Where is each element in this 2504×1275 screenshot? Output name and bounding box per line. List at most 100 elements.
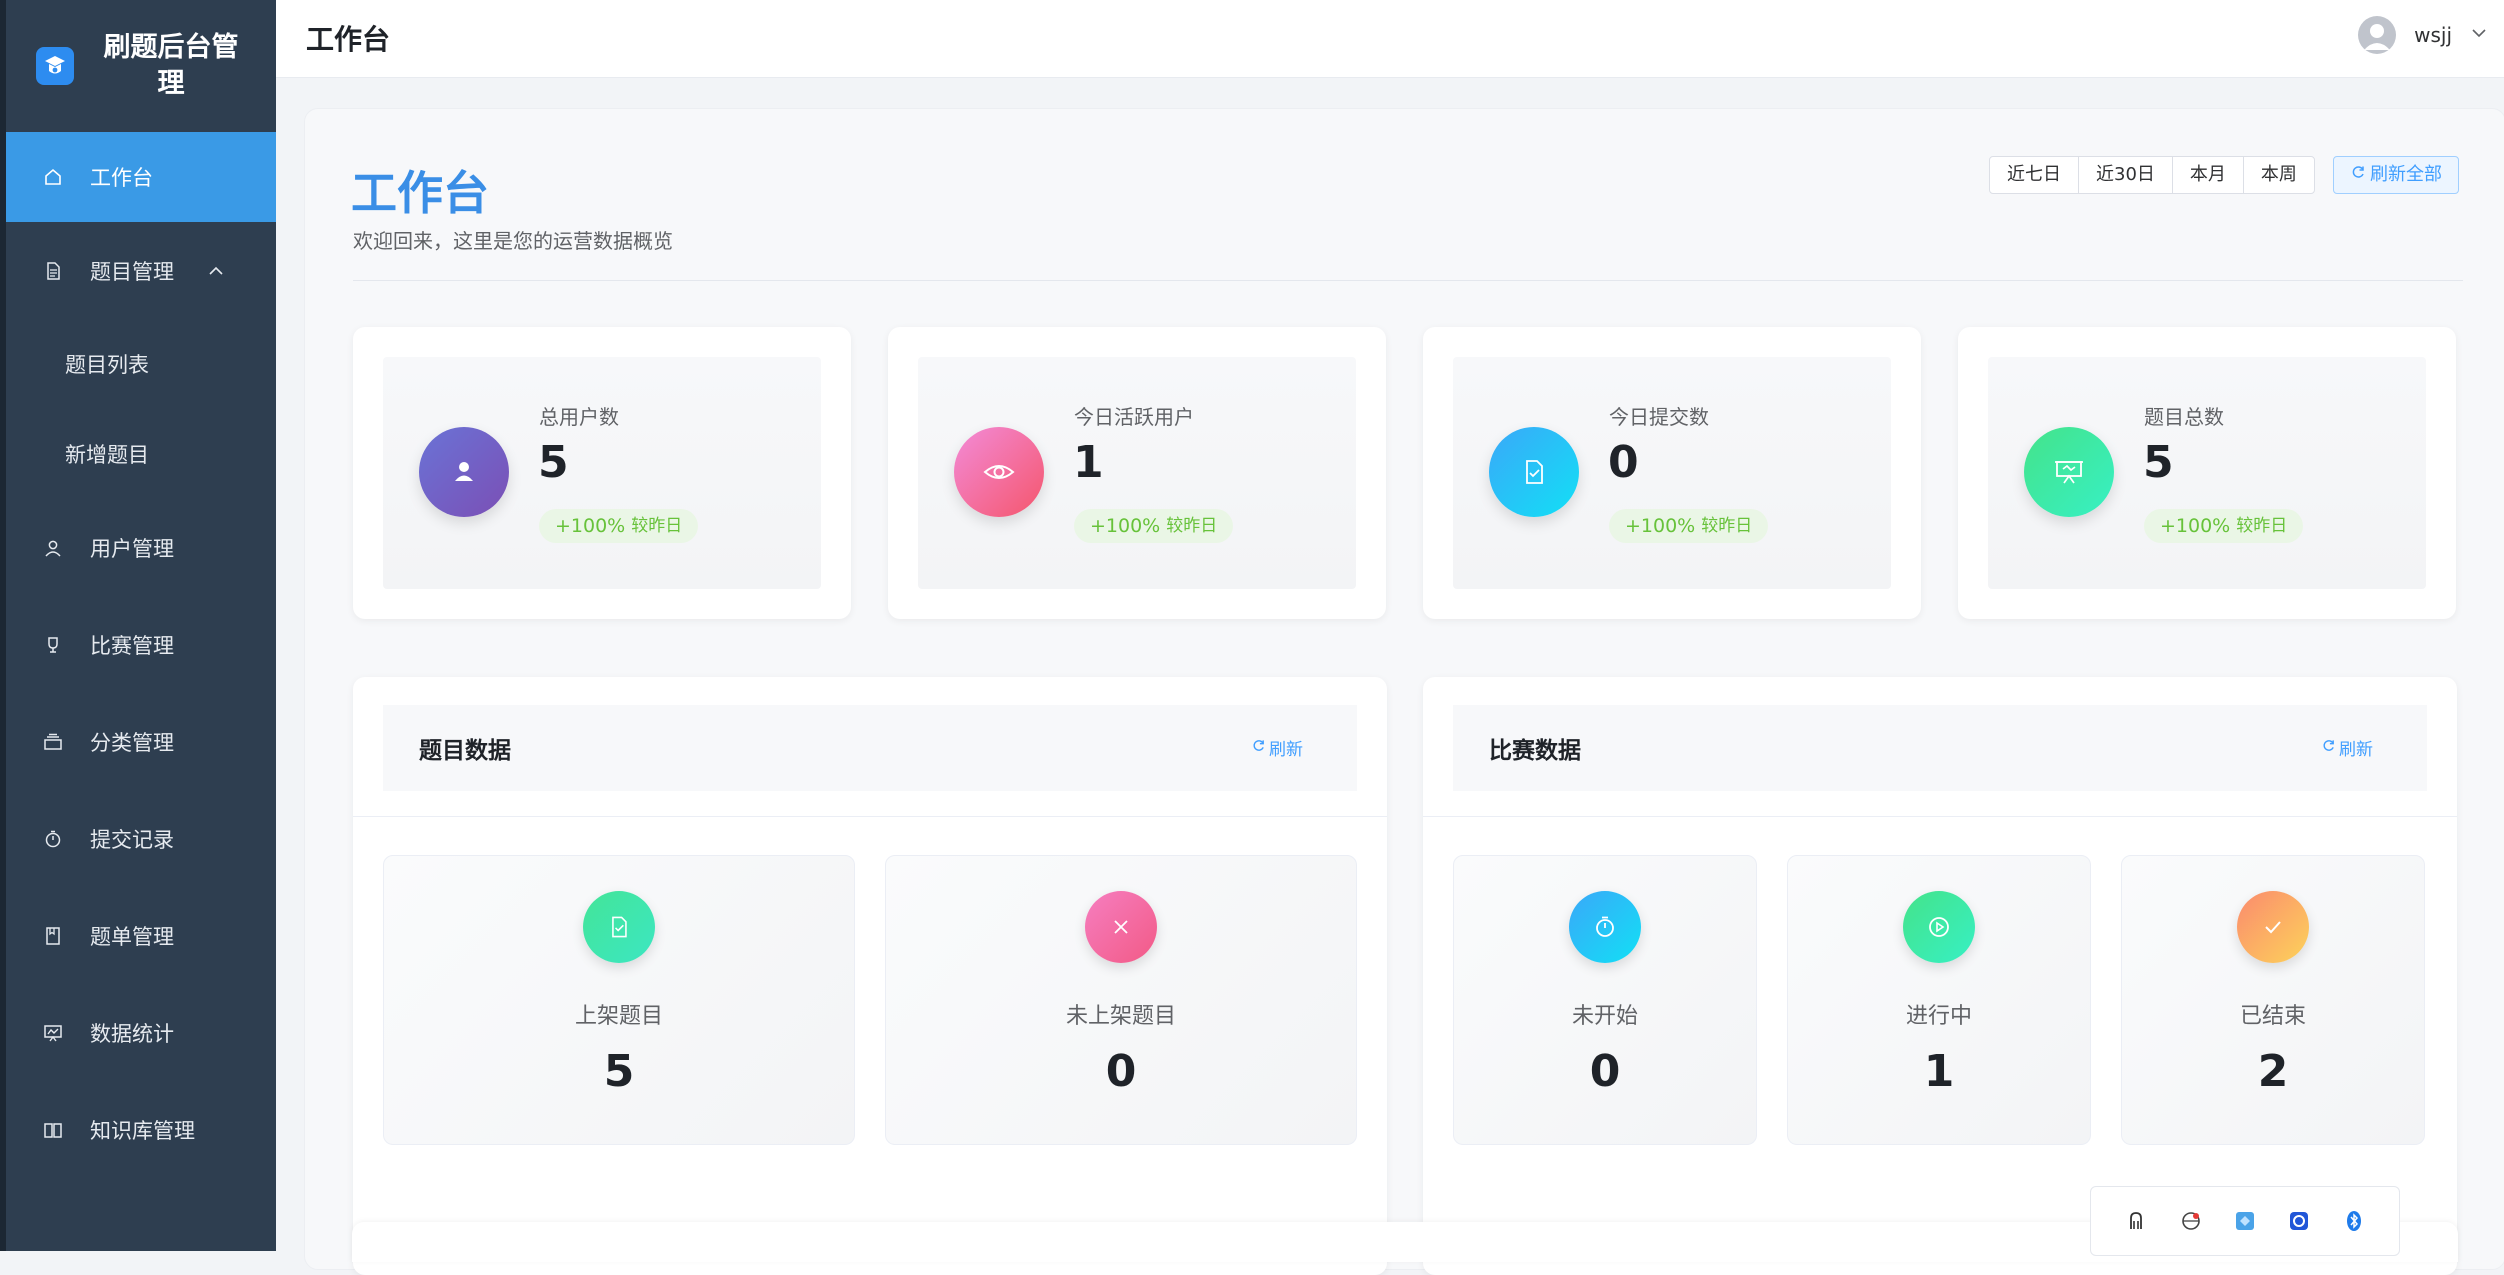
username[interactable]: wsjj — [2414, 23, 2452, 47]
stat-trend-badge: +100% 较昨日 — [2144, 509, 2304, 543]
stat-card-active-users: 今日活跃用户 1 +100% 较昨日 — [888, 327, 1386, 619]
presentation-chart-icon — [42, 1022, 64, 1044]
sidebar-item-category-management[interactable]: 分类管理 — [6, 693, 276, 790]
main-panel: 工作台 欢迎回来，这里是您的运营数据概览 近七日 近30日 本月 本周 刷新全部… — [304, 108, 2504, 1275]
panel-title: 题目数据 — [419, 738, 511, 764]
sidebar: 刷题后台管理 工作台 题目管理 题目列表 新增题目 — [0, 0, 276, 1251]
presentation-icon — [2024, 427, 2114, 517]
sidebar-item-contest-management[interactable]: 比赛管理 — [6, 596, 276, 693]
panel-divider — [353, 816, 1387, 817]
sidebar-item-user-management[interactable]: 用户管理 — [6, 499, 276, 596]
date-range-selector: 近七日 近30日 本月 本周 — [1989, 156, 2315, 194]
refresh-label: 刷新 — [2339, 740, 2373, 760]
refresh-icon — [1251, 738, 1266, 758]
header-divider — [353, 280, 2463, 281]
stat-trend-badge: +100% 较昨日 — [539, 509, 699, 543]
sidebar-subitem-question-list[interactable]: 题目列表 — [6, 319, 276, 409]
tile-value: 0 — [1589, 1046, 1621, 1097]
stat-trend-value: +100% — [1090, 515, 1161, 537]
contest-refresh-button[interactable]: 刷新 — [2321, 735, 2373, 760]
sidebar-item-label: 比赛管理 — [90, 633, 174, 658]
panel-title: 比赛数据 — [1489, 738, 1581, 764]
network-icon[interactable] — [2178, 1208, 2204, 1234]
document-icon — [42, 260, 64, 282]
sidebar-item-workbench[interactable]: 工作台 — [6, 132, 276, 222]
sidebar-item-label: 提交记录 — [90, 827, 174, 852]
security-icon[interactable] — [2286, 1208, 2312, 1234]
sidebar-item-label: 题单管理 — [90, 924, 174, 949]
chevron-down-icon[interactable] — [2470, 24, 2488, 46]
sidebar-item-label: 数据统计 — [90, 1021, 174, 1046]
stat-value: 1 — [1073, 437, 1104, 488]
tile-value: 5 — [603, 1046, 635, 1097]
tile-label: 上架题目 — [574, 1004, 663, 1029]
panel-header: 比赛数据 刷新 — [1453, 705, 2427, 791]
range-this-week[interactable]: 本周 — [2260, 164, 2297, 185]
panel-header: 题目数据 刷新 — [383, 705, 1357, 791]
stat-tile-unpublished-questions: 未上架题目 0 — [885, 855, 1357, 1145]
avatar[interactable] — [2358, 16, 2397, 54]
stat-label: 题目总数 — [2144, 405, 2224, 429]
stopwatch-icon — [1569, 891, 1641, 963]
stat-tile-not-started: 未开始 0 — [1453, 855, 1757, 1145]
check-icon — [2237, 891, 2309, 963]
accessibility-icon[interactable] — [2123, 1208, 2149, 1234]
logo-icon — [36, 47, 74, 85]
top-bar: 工作台 wsjj — [276, 0, 2504, 78]
sidebar-subitem-label: 新增题目 — [65, 443, 149, 467]
stat-tile-in-progress: 进行中 1 — [1787, 855, 2091, 1145]
sidebar-item-label: 工作台 — [90, 166, 153, 190]
stat-trend-badge: +100% 较昨日 — [1609, 509, 1769, 543]
sidebar-subitem-new-question[interactable]: 新增题目 — [6, 409, 276, 499]
user-icon — [42, 537, 64, 559]
stat-card-today-submissions: 今日提交数 0 +100% 较昨日 — [1423, 327, 1921, 619]
eye-icon — [954, 427, 1044, 517]
range-this-month[interactable]: 本月 — [2173, 157, 2244, 193]
stopwatch-icon — [42, 828, 64, 850]
sidebar-item-label: 知识库管理 — [90, 1118, 195, 1143]
page-title: 工作台 — [351, 166, 489, 220]
stat-tile-published-questions: 上架题目 5 — [383, 855, 855, 1145]
stat-label: 今日活跃用户 — [1074, 405, 1194, 429]
logo-title: 刷题后台管理 — [103, 32, 239, 99]
stat-value: 5 — [2143, 437, 2174, 488]
refresh-all-button[interactable]: 刷新全部 — [2333, 156, 2459, 194]
chevron-up-icon — [206, 261, 226, 286]
stat-trend-compare: 较昨日 — [1701, 516, 1753, 536]
tile-label: 未上架题目 — [1065, 1004, 1176, 1029]
stat-card-total-questions: 题目总数 5 +100% 较昨日 — [1958, 327, 2456, 619]
app-icon[interactable] — [2232, 1208, 2258, 1234]
range-last-30-days[interactable]: 近30日 — [2079, 157, 2173, 193]
user-menu[interactable]: wsjj — [2358, 16, 2488, 54]
trophy-icon — [42, 634, 64, 656]
header-title: 工作台 — [306, 23, 391, 56]
open-book-icon — [42, 1119, 64, 1141]
sidebar-item-question-management[interactable]: 题目管理 — [6, 222, 276, 319]
tile-value: 1 — [1923, 1046, 1955, 1097]
sidebar-item-knowledge-base[interactable]: 知识库管理 — [6, 1081, 276, 1178]
app-logo[interactable]: 刷题后台管理 — [6, 0, 276, 132]
refresh-icon — [2321, 738, 2336, 758]
question-refresh-button[interactable]: 刷新 — [1251, 735, 1303, 760]
panel-divider — [1423, 816, 2457, 817]
document-check-icon — [583, 891, 655, 963]
sidebar-item-label: 分类管理 — [90, 730, 174, 755]
tile-value: 2 — [2257, 1046, 2289, 1097]
stat-trend-badge: +100% 较昨日 — [1074, 509, 1234, 543]
tile-label: 已结束 — [2239, 1004, 2306, 1029]
range-last-7-days[interactable]: 近七日 — [1990, 157, 2079, 193]
bluetooth-icon[interactable] — [2341, 1208, 2367, 1234]
sidebar-item-problem-set-management[interactable]: 题单管理 — [6, 887, 276, 984]
user-icon — [419, 427, 509, 517]
stat-trend-compare: 较昨日 — [631, 516, 683, 536]
stat-label: 总用户数 — [539, 405, 619, 429]
play-icon — [1903, 891, 1975, 963]
sidebar-item-statistics[interactable]: 数据统计 — [6, 984, 276, 1081]
sidebar-item-submission-records[interactable]: 提交记录 — [6, 790, 276, 887]
sidebar-menu: 工作台 题目管理 题目列表 新增题目 用户管理 比赛管理 — [6, 132, 276, 1178]
stat-trend-value: +100% — [1625, 515, 1696, 537]
refresh-all-label: 刷新全部 — [2370, 164, 2442, 185]
stat-value: 5 — [538, 437, 569, 488]
sidebar-subitem-label: 题目列表 — [65, 353, 149, 377]
stat-card-body: 今日提交数 0 +100% 较昨日 — [1453, 357, 1891, 589]
